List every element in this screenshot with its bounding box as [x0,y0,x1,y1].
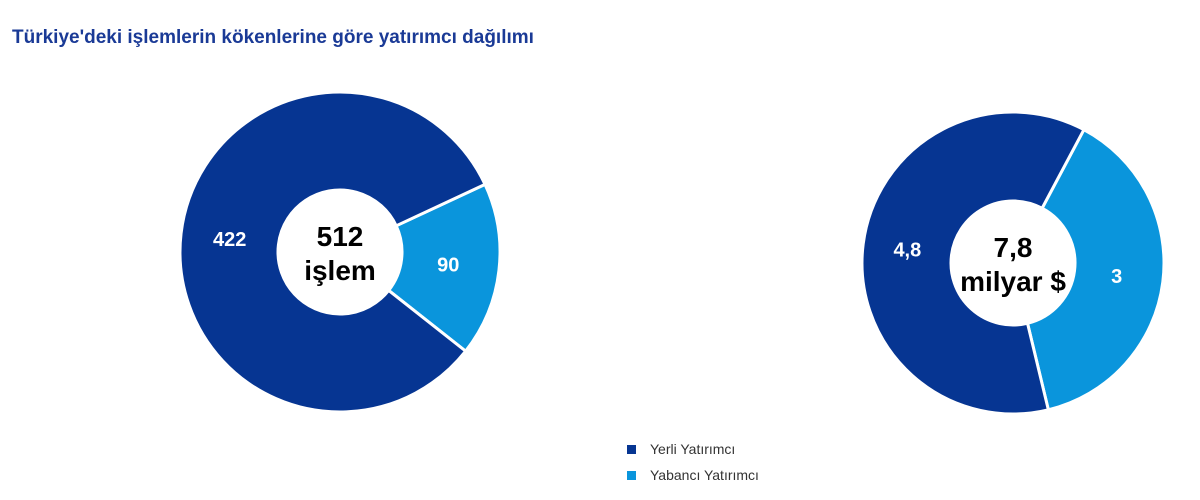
center-label: 7,8 [994,232,1033,263]
chart-title: Türkiye'deki işlemlerin kökenlerine göre… [12,27,534,48]
slice-label: 3 [1111,266,1122,288]
donut-slice-yabanci [386,182,502,354]
legend-label: Yabancı Yatırımcı [650,467,759,483]
donut-slice-yerli [860,110,1086,416]
slice-label: 90 [437,255,459,277]
legend: Yerli Yatırımcı Yabancı Yatırımcı [627,436,759,488]
legend-label: Yerli Yatırımcı [650,441,736,457]
donut-slice-yerli [178,90,488,414]
slice-label: 4,8 [893,240,921,262]
center-label: 512 [317,221,364,252]
legend-swatch [627,470,636,480]
slice-label: 422 [213,229,246,251]
center-label: işlem [304,255,376,286]
center-label: milyar $ [960,266,1066,297]
legend-item-yerli: Yerli Yatırımcı [627,436,759,462]
donut-slice-yabanci [1025,127,1166,412]
legend-item-yabanci: Yabancı Yatırımcı [627,462,759,488]
legend-swatch [627,444,636,454]
